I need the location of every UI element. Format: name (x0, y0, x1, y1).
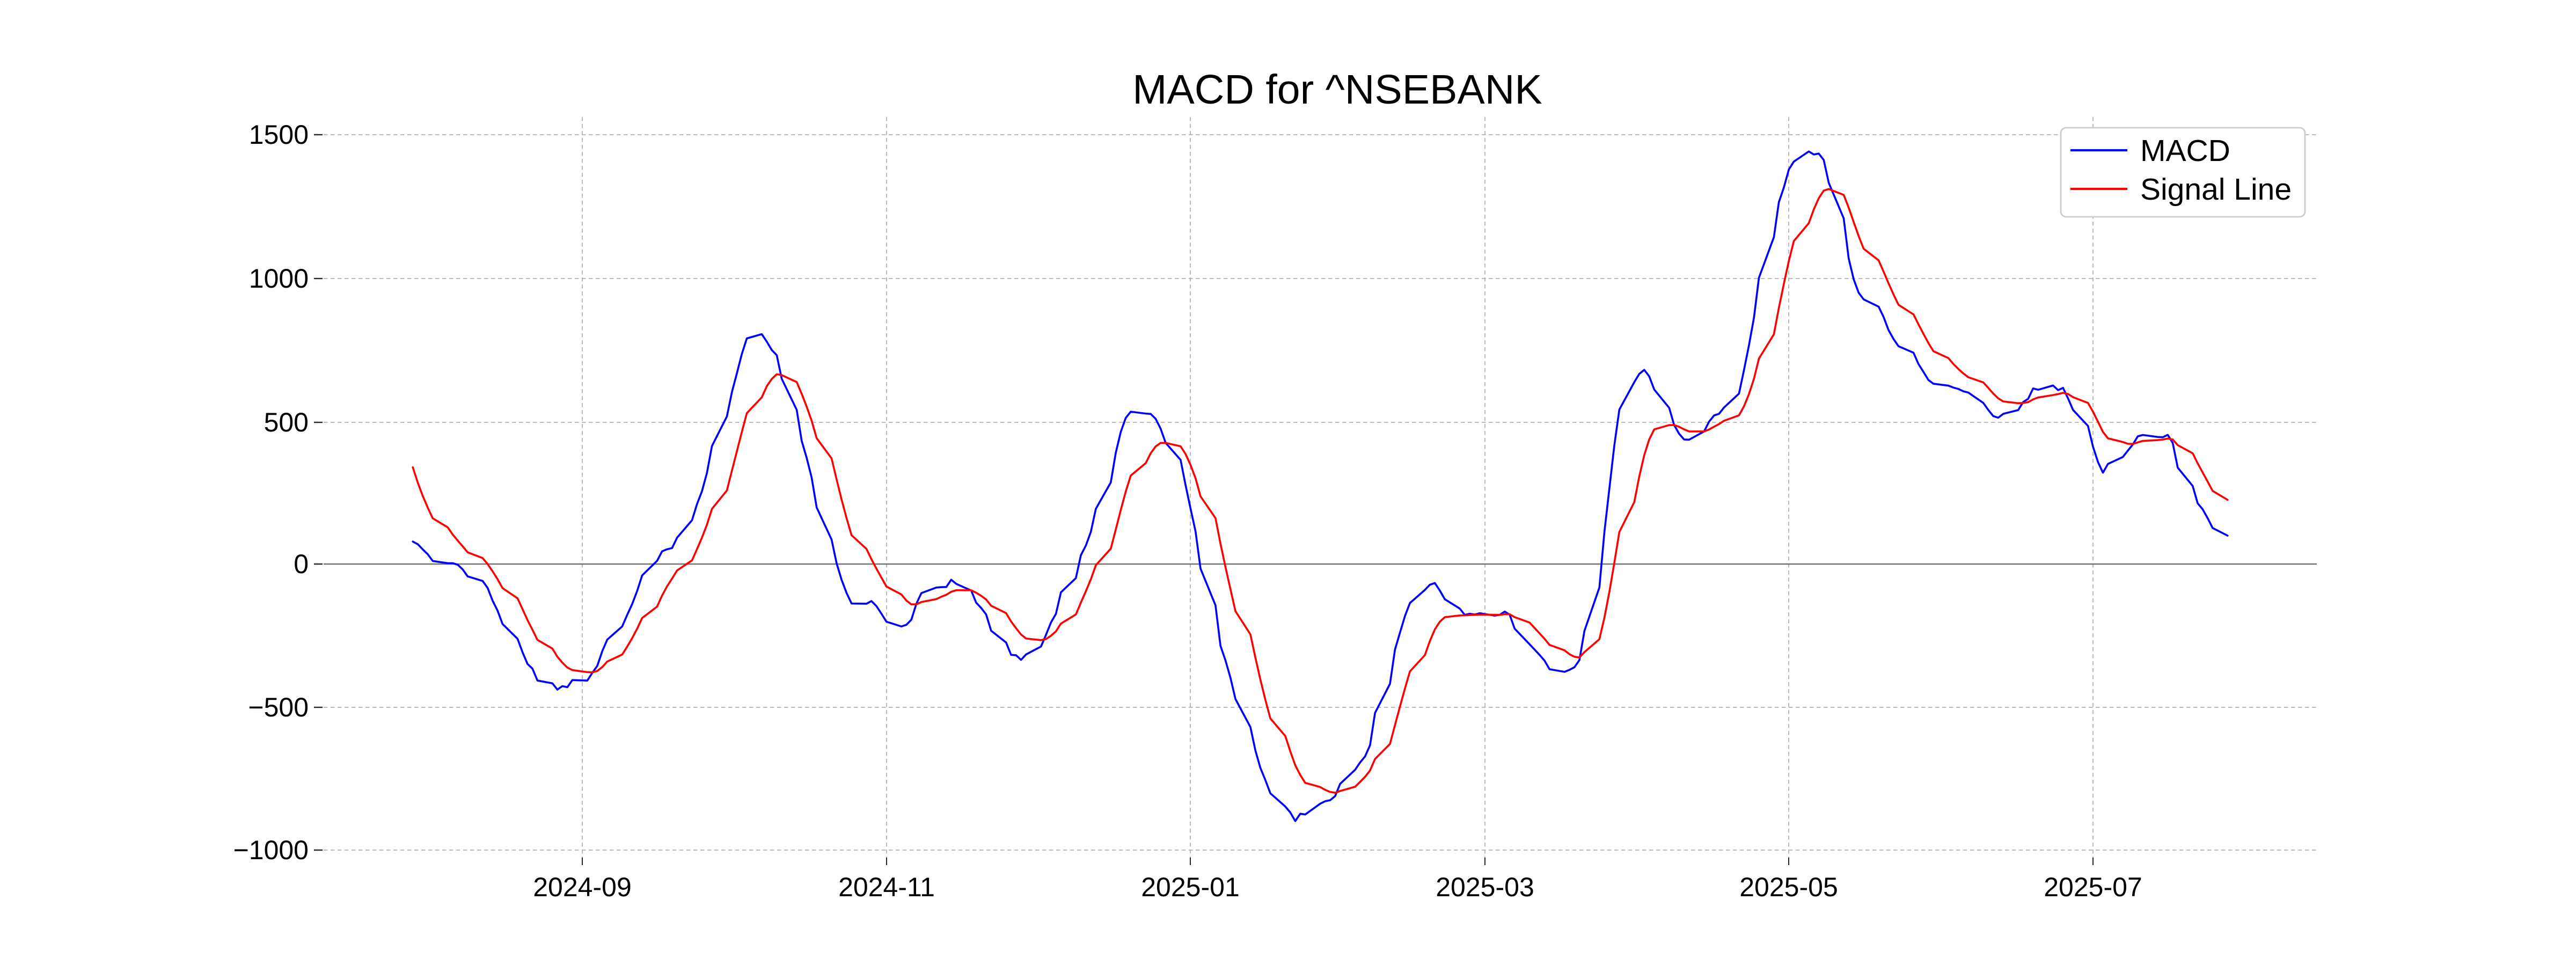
svg-text:0: 0 (294, 549, 309, 579)
svg-text:−1000: −1000 (233, 835, 309, 865)
svg-text:Signal Line: Signal Line (2140, 172, 2292, 207)
svg-text:2024-09: 2024-09 (533, 872, 632, 902)
svg-text:MACD for ^NSEBANK: MACD for ^NSEBANK (1132, 67, 1542, 113)
svg-text:−500: −500 (248, 692, 309, 722)
svg-text:500: 500 (264, 407, 309, 437)
svg-text:2025-07: 2025-07 (2044, 872, 2142, 902)
svg-text:2024-11: 2024-11 (838, 872, 935, 902)
svg-text:2025-03: 2025-03 (1436, 872, 1534, 902)
svg-text:2025-01: 2025-01 (1141, 872, 1240, 902)
svg-text:1000: 1000 (249, 264, 309, 294)
svg-text:MACD: MACD (2140, 134, 2230, 168)
svg-text:1500: 1500 (249, 120, 309, 150)
svg-text:2025-05: 2025-05 (1739, 872, 1838, 902)
